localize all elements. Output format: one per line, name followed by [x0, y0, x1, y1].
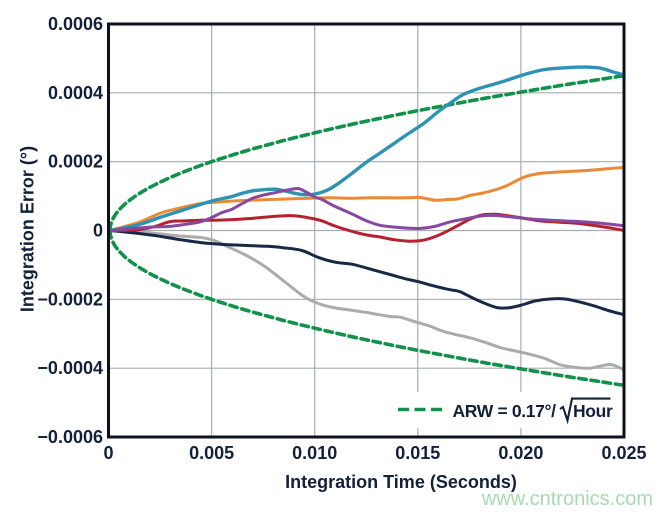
svg-text:0.0002: 0.0002: [48, 152, 103, 172]
svg-text:Integration Time (Seconds): Integration Time (Seconds): [285, 472, 517, 492]
svg-text:−0.0002: −0.0002: [37, 289, 103, 309]
svg-text:Integration Error (°): Integration Error (°): [18, 146, 38, 312]
svg-text:−0.0006: −0.0006: [37, 427, 103, 447]
svg-text:0.010: 0.010: [292, 443, 337, 463]
svg-text:www.cntronics.com: www.cntronics.com: [481, 488, 653, 509]
svg-text:0: 0: [93, 221, 103, 241]
svg-text:0.005: 0.005: [189, 443, 234, 463]
svg-text:Hour: Hour: [573, 401, 613, 421]
svg-text:0.0004: 0.0004: [48, 83, 103, 103]
svg-text:0.015: 0.015: [395, 443, 440, 463]
svg-text:0.020: 0.020: [498, 443, 543, 463]
svg-text:ARW = 0.17°/: ARW = 0.17°/: [453, 401, 557, 421]
svg-text:0: 0: [103, 443, 113, 463]
svg-text:0.0006: 0.0006: [48, 14, 103, 34]
svg-text:0.025: 0.025: [601, 443, 646, 463]
svg-text:−0.0004: −0.0004: [37, 358, 103, 378]
